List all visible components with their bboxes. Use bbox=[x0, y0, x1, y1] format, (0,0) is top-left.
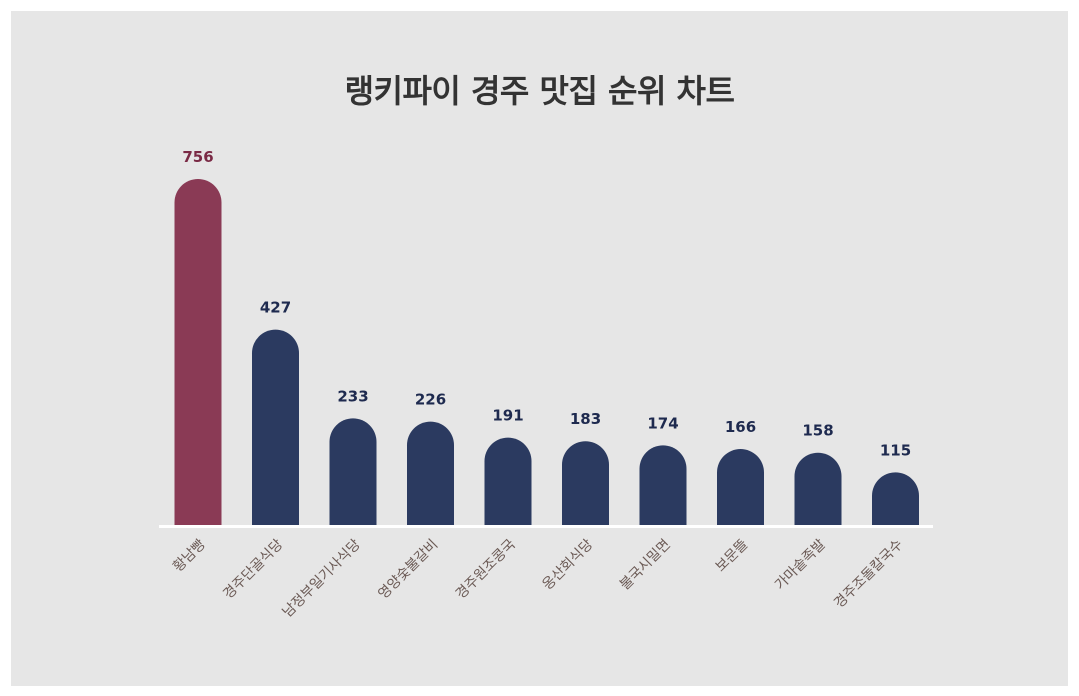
bar bbox=[872, 472, 919, 525]
bar bbox=[174, 179, 222, 525]
bar-value-label: 233 bbox=[337, 387, 368, 405]
bar-value-label: 166 bbox=[725, 418, 756, 436]
bar bbox=[329, 418, 377, 525]
category-label: 남정부일기사식당 bbox=[280, 536, 364, 620]
category-label: 옹산회식당 bbox=[539, 536, 596, 593]
bar-value-label: 427 bbox=[260, 299, 291, 317]
chart-title: 랭키파이 경주 맛집 순위 차트 bbox=[344, 72, 735, 110]
bar-value-label: 756 bbox=[182, 148, 213, 166]
category-label: 경주단골식당 bbox=[220, 536, 286, 602]
category-label: 가마솥족발 bbox=[772, 536, 829, 593]
bar-value-label: 226 bbox=[415, 391, 446, 409]
bar bbox=[562, 441, 609, 525]
bar-value-label: 158 bbox=[802, 422, 833, 440]
category-label: 보문뜰 bbox=[713, 536, 752, 575]
category-label: 황남빵 bbox=[170, 536, 209, 575]
bar bbox=[252, 329, 299, 525]
bar bbox=[794, 452, 842, 525]
bar bbox=[484, 437, 532, 525]
bar-value-label: 174 bbox=[647, 414, 678, 432]
bar bbox=[717, 449, 764, 525]
bar bbox=[639, 445, 687, 525]
bar-value-label: 115 bbox=[880, 441, 911, 459]
bar-value-label: 183 bbox=[570, 410, 601, 428]
category-label: 불국시밀면 bbox=[617, 537, 674, 594]
category-label: 경주조돌칼국수 bbox=[831, 536, 906, 611]
bar bbox=[407, 421, 454, 525]
category-label: 영양숯불갈비 bbox=[375, 537, 441, 603]
bar-value-label: 191 bbox=[492, 407, 523, 425]
category-label: 경주원조콩국 bbox=[453, 536, 519, 602]
